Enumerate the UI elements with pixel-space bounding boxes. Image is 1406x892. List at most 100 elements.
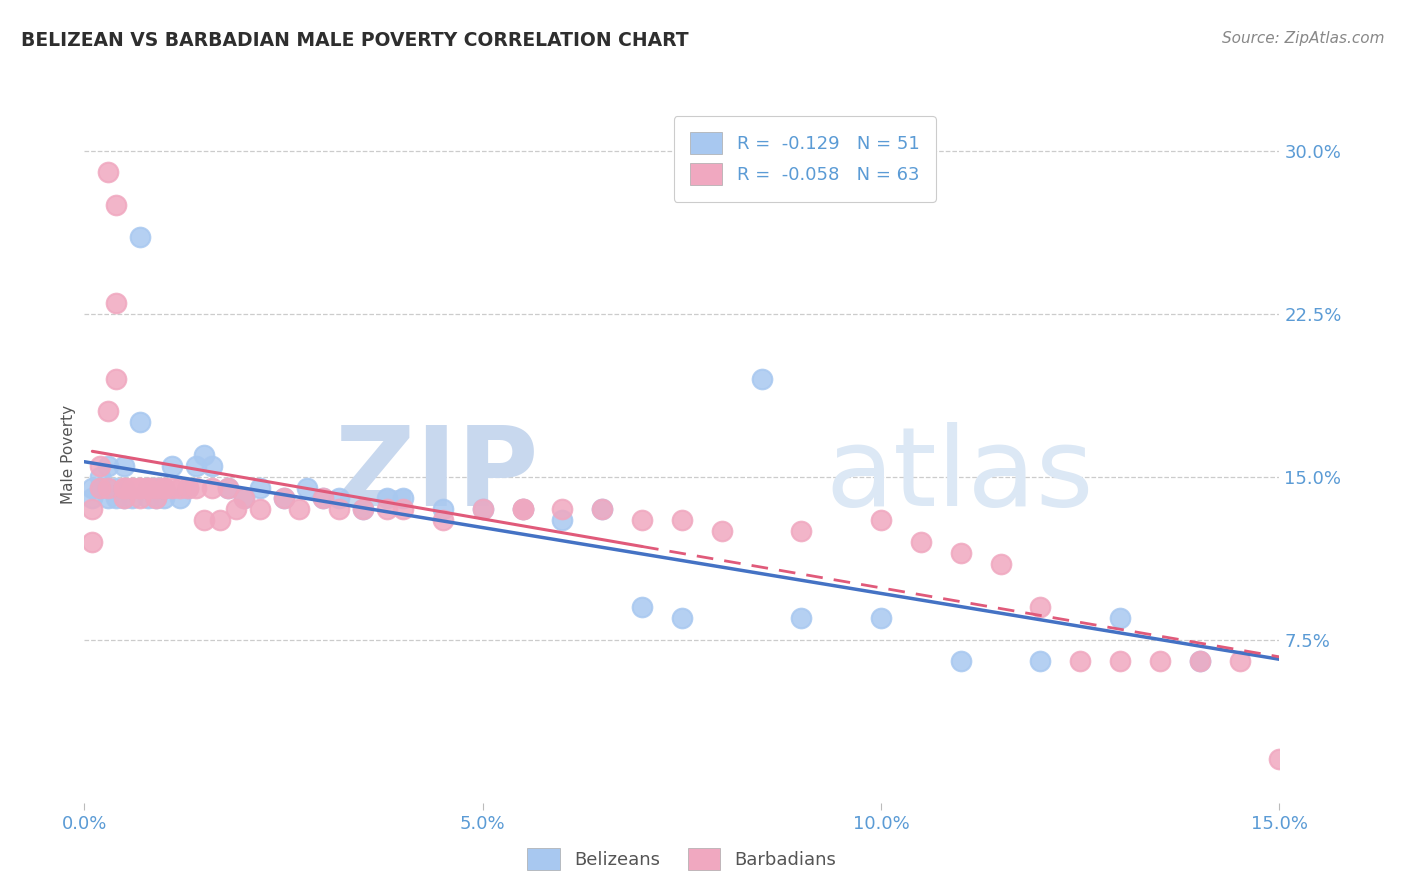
Point <box>121 481 143 495</box>
Point <box>512 502 534 516</box>
Point <box>512 502 534 516</box>
Point <box>82 502 104 516</box>
Point <box>129 481 152 495</box>
Point <box>1188 655 1211 669</box>
Point <box>273 491 295 506</box>
Point <box>177 481 200 495</box>
Point <box>136 491 159 506</box>
Point <box>870 611 893 625</box>
Point <box>751 372 773 386</box>
Point <box>153 481 176 495</box>
Point <box>160 458 183 473</box>
Text: ZIP: ZIP <box>335 422 538 529</box>
Point <box>97 404 120 418</box>
Point <box>432 502 454 516</box>
Point <box>631 513 654 527</box>
Point <box>1188 655 1211 669</box>
Point <box>105 481 128 495</box>
Point <box>232 491 254 506</box>
Point <box>375 491 398 506</box>
Point <box>112 491 135 506</box>
Text: BELIZEAN VS BARBADIAN MALE POVERTY CORRELATION CHART: BELIZEAN VS BARBADIAN MALE POVERTY CORRE… <box>21 31 689 50</box>
Point <box>136 481 159 495</box>
Point <box>82 481 104 495</box>
Point <box>217 481 239 495</box>
Point <box>112 458 135 473</box>
Point <box>273 491 295 506</box>
Point <box>392 491 415 506</box>
Point <box>112 481 135 495</box>
Point <box>121 491 143 506</box>
Point <box>551 513 574 527</box>
Point <box>184 458 207 473</box>
Point <box>97 481 120 495</box>
Point <box>1069 655 1091 669</box>
Point <box>910 535 932 549</box>
Point <box>160 481 183 495</box>
Point <box>1268 752 1291 766</box>
Point <box>671 611 693 625</box>
Point <box>97 491 120 506</box>
Point <box>153 491 176 506</box>
Point <box>145 491 167 506</box>
Point <box>591 502 613 516</box>
Point <box>89 469 111 483</box>
Point <box>225 502 247 516</box>
Point <box>145 491 167 506</box>
Point <box>145 481 167 495</box>
Point <box>471 502 494 516</box>
Point <box>949 655 972 669</box>
Point <box>392 502 415 516</box>
Point <box>631 600 654 615</box>
Point <box>352 502 374 516</box>
Point <box>136 481 159 495</box>
Point <box>312 491 335 506</box>
Point <box>870 513 893 527</box>
Point <box>105 491 128 506</box>
Point <box>105 198 128 212</box>
Point <box>201 458 224 473</box>
Point <box>1109 611 1132 625</box>
Point <box>121 481 143 495</box>
Point <box>105 372 128 386</box>
Point <box>208 513 231 527</box>
Point <box>1029 600 1052 615</box>
Point <box>710 524 733 538</box>
Point <box>89 458 111 473</box>
Point <box>591 502 613 516</box>
Text: atlas: atlas <box>825 422 1094 529</box>
Point <box>249 481 271 495</box>
Point <box>249 502 271 516</box>
Point <box>184 481 207 495</box>
Legend: Belizeans, Barbadians: Belizeans, Barbadians <box>513 833 851 884</box>
Point <box>82 535 104 549</box>
Text: Source: ZipAtlas.com: Source: ZipAtlas.com <box>1222 31 1385 46</box>
Point <box>153 481 176 495</box>
Point <box>312 491 335 506</box>
Point <box>288 502 311 516</box>
Point <box>432 513 454 527</box>
Point <box>790 524 813 538</box>
Point <box>89 481 111 495</box>
Point <box>471 502 494 516</box>
Point <box>193 513 215 527</box>
Point <box>136 481 159 495</box>
Point <box>375 502 398 516</box>
Point <box>169 491 191 506</box>
Point <box>97 165 120 179</box>
Point <box>129 491 152 506</box>
Point <box>1229 655 1251 669</box>
Point <box>129 481 152 495</box>
Point <box>201 481 224 495</box>
Point <box>1109 655 1132 669</box>
Point <box>112 481 135 495</box>
Point <box>145 481 167 495</box>
Y-axis label: Male Poverty: Male Poverty <box>60 405 76 505</box>
Point <box>790 611 813 625</box>
Point <box>193 448 215 462</box>
Point <box>105 295 128 310</box>
Point <box>169 481 191 495</box>
Point <box>551 502 574 516</box>
Point <box>671 513 693 527</box>
Point <box>82 491 104 506</box>
